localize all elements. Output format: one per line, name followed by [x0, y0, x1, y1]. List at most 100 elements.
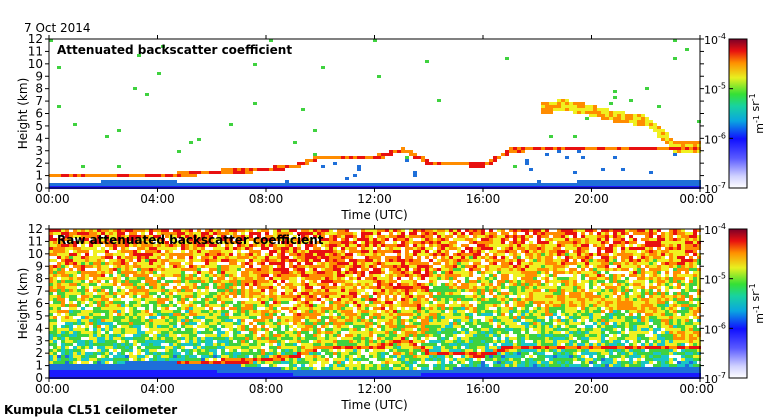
heatmap-cell [249, 265, 253, 268]
heatmap-cell [233, 343, 237, 346]
heatmap-cell [333, 307, 337, 310]
heatmap-cell [273, 340, 277, 343]
heatmap-cell [93, 247, 97, 250]
heatmap-cell [289, 340, 293, 343]
heatmap-cell [73, 183, 77, 186]
heatmap-cell [581, 108, 585, 111]
heatmap-cell [53, 244, 57, 247]
heatmap-cell [365, 280, 369, 283]
heatmap-cell [173, 289, 177, 292]
heatmap-cell [421, 289, 425, 292]
heatmap-cell [149, 174, 153, 177]
heatmap-cell [317, 307, 321, 310]
heatmap-cell [81, 322, 85, 325]
heatmap-cell [341, 343, 345, 346]
heatmap-cell [253, 271, 257, 274]
heatmap-cell [137, 331, 141, 334]
heatmap-cell [93, 316, 97, 319]
heatmap-cell [153, 256, 157, 259]
heatmap-cell [237, 268, 241, 271]
heatmap-cell [361, 289, 365, 292]
heatmap-cell [97, 343, 101, 346]
heatmap-cell [305, 322, 309, 325]
heatmap-cell [313, 331, 317, 334]
heatmap-cell [537, 180, 541, 183]
heatmap-cell [617, 117, 621, 120]
heatmap-cell [165, 295, 169, 298]
heatmap-cell [593, 105, 597, 108]
heatmap-cell [241, 340, 245, 343]
heatmap-cell [117, 313, 121, 316]
heatmap-cell [141, 298, 145, 301]
heatmap-cell [385, 322, 389, 325]
heatmap-cell [645, 147, 649, 150]
heatmap-cell [149, 265, 153, 268]
heatmap-cell [357, 367, 361, 370]
heatmap-cell [205, 277, 209, 280]
heatmap-cell [289, 343, 293, 346]
heatmap-cell [117, 352, 121, 355]
heatmap-cell [85, 259, 89, 262]
heatmap-cell [301, 295, 305, 298]
heatmap-cell [377, 250, 381, 253]
heatmap-cell [225, 313, 229, 316]
heatmap-cell [401, 150, 405, 153]
heatmap-cell [205, 364, 209, 367]
heatmap-cell [161, 241, 165, 244]
heatmap-cell [389, 331, 393, 334]
heatmap-cell [429, 229, 433, 232]
heatmap-cell [297, 262, 301, 265]
heatmap-cell [329, 295, 333, 298]
heatmap-cell [585, 117, 589, 120]
y-tick-label: 9 [35, 69, 43, 83]
heatmap-cell [209, 337, 213, 340]
heatmap-cell [321, 301, 325, 304]
heatmap-cell [369, 286, 373, 289]
heatmap-cell [89, 343, 93, 346]
heatmap-cell [149, 301, 153, 304]
heatmap-cell [317, 183, 321, 186]
heatmap-cell [137, 361, 141, 364]
heatmap-cell [369, 277, 373, 280]
heatmap-cell [145, 183, 149, 186]
heatmap-cell [401, 259, 405, 262]
heatmap-cell [305, 307, 309, 310]
heatmap-cell [417, 283, 421, 286]
heatmap-cell [405, 286, 409, 289]
heatmap-cell [481, 165, 485, 168]
heatmap-cell [201, 171, 205, 174]
heatmap-cell [101, 373, 105, 376]
heatmap-cell [557, 99, 561, 102]
heatmap-cell [65, 289, 69, 292]
heatmap-cell [361, 262, 365, 265]
heatmap-cell [201, 283, 205, 286]
heatmap-cell [57, 250, 61, 253]
heatmap-cell [309, 280, 313, 283]
heatmap-cell [417, 250, 421, 253]
heatmap-cell [113, 268, 117, 271]
heatmap-cell [309, 271, 313, 274]
heatmap-cell [277, 304, 281, 307]
heatmap-cell [305, 244, 309, 247]
heatmap-cell [377, 334, 381, 337]
heatmap-cell [417, 307, 421, 310]
heatmap-cell [405, 271, 409, 274]
heatmap-cell [229, 265, 233, 268]
heatmap-cell [129, 271, 133, 274]
heatmap-cell [149, 352, 153, 355]
heatmap-cell [173, 337, 177, 340]
heatmap-cell [285, 232, 289, 235]
heatmap-cell [329, 235, 333, 238]
heatmap-cell [329, 355, 333, 358]
heatmap-cell [681, 180, 685, 183]
heatmap-cell [601, 108, 605, 111]
heatmap-cell [213, 352, 217, 355]
heatmap-cell [357, 307, 361, 310]
heatmap-cell [353, 370, 357, 373]
heatmap-cell [621, 117, 625, 120]
heatmap-cell [165, 180, 169, 183]
heatmap-cell [337, 277, 341, 280]
heatmap-cell [373, 367, 377, 370]
heatmap-cell [637, 147, 641, 150]
heatmap-cell [577, 111, 581, 114]
